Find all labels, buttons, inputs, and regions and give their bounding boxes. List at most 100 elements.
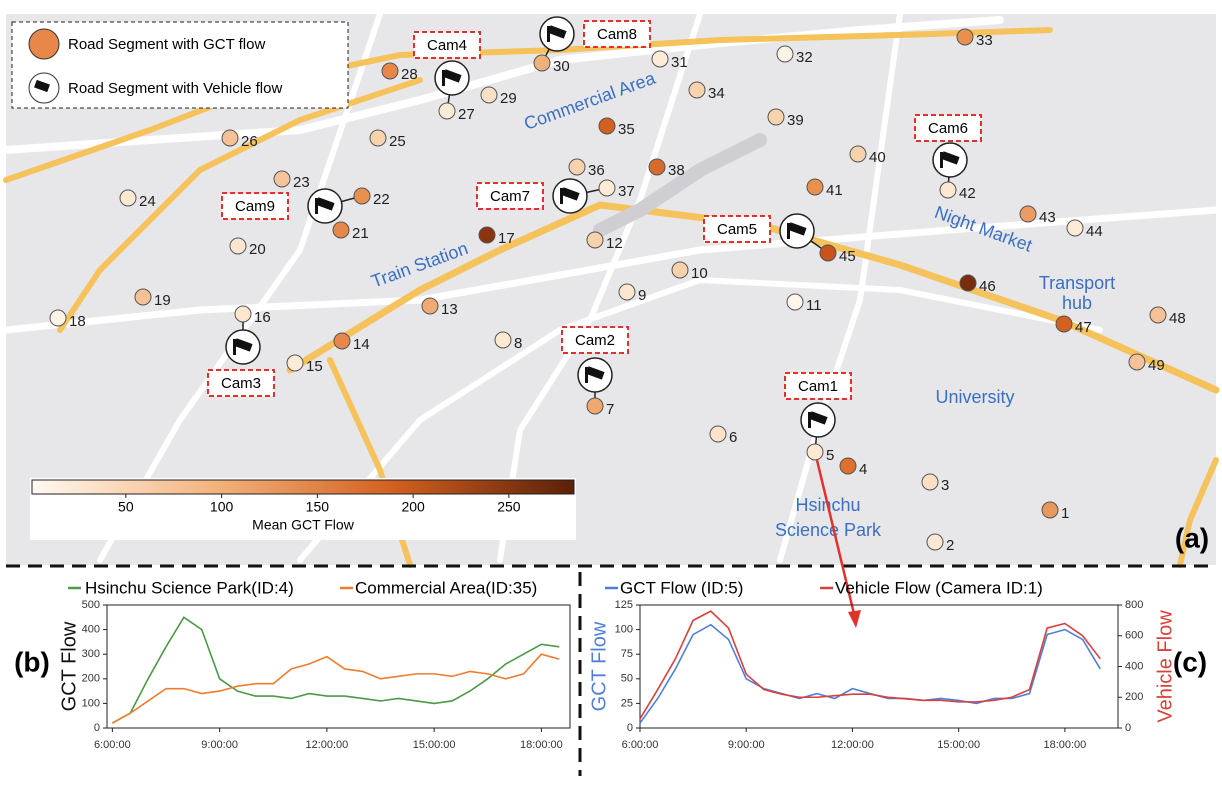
node-label: 22 [373, 191, 390, 208]
node-label: 12 [606, 235, 623, 252]
y-tick-label: 200 [82, 673, 100, 685]
legend-label: Road Segment with Vehicle flow [68, 80, 282, 97]
legend-label: GCT Flow (ID:5) [620, 578, 743, 597]
camera-icon-body [315, 197, 335, 211]
node-label: 46 [979, 278, 996, 295]
node-label: 38 [668, 162, 685, 179]
y-tick-label: 100 [82, 697, 100, 709]
series-line [639, 623, 1101, 724]
road-node [671, 261, 689, 279]
plot-frame [639, 604, 1119, 729]
camera-label-box [476, 182, 544, 210]
colorbar-label: Mean GCT Flow [252, 517, 355, 533]
series-line [111, 616, 560, 724]
node-label: 11 [806, 297, 822, 314]
y2-tick-label: 400 [1125, 660, 1143, 672]
y-tick-label: 100 [615, 624, 633, 636]
camera-icon-pole [560, 188, 563, 204]
panel-label: (c) [1173, 646, 1207, 677]
node-label: 24 [139, 193, 156, 210]
camera-icon-body [940, 151, 960, 165]
camera-icon-body [787, 222, 807, 236]
road-node [533, 54, 551, 72]
roads [2, 11, 1220, 568]
road-node [1128, 353, 1146, 371]
camera-icon-pole [315, 198, 318, 214]
plot-frame [106, 604, 571, 729]
road-node [921, 473, 939, 491]
x-tick-label: 15:00:00 [413, 739, 456, 751]
map-legend: Road Segment with GCT flow Road Segment … [11, 21, 349, 109]
node-label: 15 [306, 358, 323, 375]
road-node [273, 170, 291, 188]
x-tick-label: 12:00:00 [831, 739, 874, 751]
y-tick-label: 400 [82, 624, 100, 636]
y-tick-label: 50 [621, 673, 633, 685]
y-tick-label: 300 [82, 648, 100, 660]
node-label: 13 [441, 301, 458, 318]
node-label: 17 [498, 230, 515, 247]
node-label: 25 [389, 133, 406, 150]
series-line [639, 610, 1101, 720]
series-line [111, 653, 560, 724]
road-node [369, 129, 387, 147]
node-label: 31 [671, 54, 688, 71]
camera-label: Cam5 [717, 221, 757, 238]
road-node [806, 443, 824, 461]
road-node [49, 309, 67, 327]
camera-icon-body [585, 366, 605, 380]
camera-icon-pole [808, 412, 811, 428]
y-tick-label: 75 [621, 648, 633, 660]
legend-label: Commercial Area(ID:35) [355, 578, 537, 597]
node-label: 8 [514, 335, 522, 352]
node-label: 3 [941, 477, 949, 494]
legend-label: Road Segment with GCT flow [68, 36, 265, 53]
road-node [959, 274, 977, 292]
camera-label: Cam4 [427, 37, 467, 54]
node-label: 2 [946, 537, 954, 554]
road-node [494, 331, 512, 349]
colorbar: Mean GCT Flow 50 100 150 200 250 [30, 478, 576, 540]
colorbar-tick-label: 100 [210, 499, 234, 515]
road-node [438, 102, 456, 120]
camera-label-box [914, 114, 982, 142]
y-tick-label: 25 [621, 697, 633, 709]
road-node [478, 226, 496, 244]
camera-icon-body [233, 338, 253, 352]
camera-label-box [221, 192, 289, 220]
road-node [648, 158, 666, 176]
x-tick-label: 9:00:00 [201, 739, 238, 751]
node-label: 34 [708, 85, 725, 102]
road-node [956, 28, 974, 46]
node-label: 43 [1039, 209, 1056, 226]
road-node [586, 231, 604, 249]
camera-icon-pole [940, 152, 943, 168]
camera-label: Cam3 [221, 375, 261, 392]
node-label: 4 [859, 461, 867, 478]
road-node [119, 189, 137, 207]
y-tick-label: 0 [627, 722, 633, 734]
node-label: 42 [959, 185, 976, 202]
camera-icon-body [442, 69, 462, 83]
node-label: 39 [787, 112, 804, 129]
camera-label: Cam9 [235, 198, 275, 215]
place-label: Science Park [775, 520, 882, 540]
camera-label-box [703, 215, 771, 243]
camera-label-box [561, 326, 629, 354]
camera-icon-pole [787, 223, 790, 239]
legend-label: Hsinchu Science Park(ID:4) [85, 578, 294, 597]
road-node [819, 244, 837, 262]
road-node [333, 332, 351, 350]
road-node [229, 237, 247, 255]
node-label: 7 [606, 401, 614, 418]
camera-label: Cam8 [597, 26, 637, 43]
node-label: 41 [826, 182, 843, 199]
node-label: 32 [796, 49, 813, 66]
node-label: 30 [553, 58, 570, 75]
road-node [134, 288, 152, 306]
y2-tick-label: 200 [1125, 691, 1143, 703]
road-node [849, 145, 867, 163]
y-axis-label: GCT Flow [58, 621, 80, 711]
y-tick-label: 500 [82, 599, 100, 611]
